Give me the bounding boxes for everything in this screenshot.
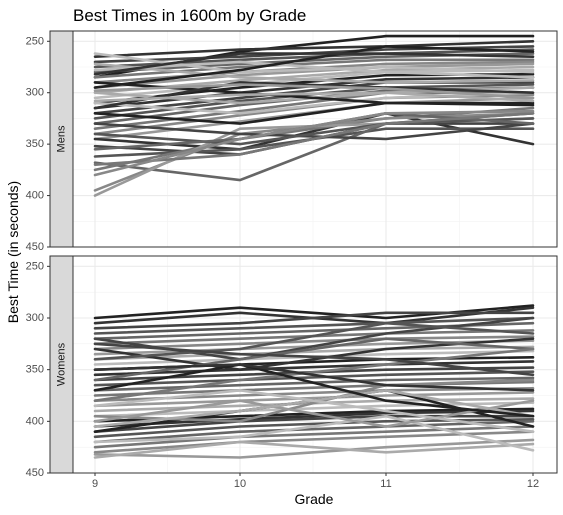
series-line — [93, 335, 535, 351]
y-tick-label: 350 — [26, 364, 44, 376]
series-line — [93, 438, 535, 459]
series-line — [93, 345, 535, 361]
series-line — [93, 62, 535, 89]
series-line — [93, 337, 535, 382]
series-line — [93, 321, 535, 361]
series-line — [93, 58, 535, 79]
series-line — [93, 425, 535, 449]
chart-title: Best Times in 1600m by Grade — [73, 6, 306, 25]
x-axis-title: Grade — [295, 491, 334, 507]
x-tick-label: 11 — [380, 478, 391, 490]
panel-womens: Womens 250 300 350 400 450 — [26, 255, 558, 479]
y-tick-label: 350 — [26, 138, 44, 150]
series-line — [93, 414, 535, 452]
series-line — [93, 91, 535, 115]
x-tick-label: 9 — [92, 478, 98, 490]
series-line — [93, 60, 535, 79]
series-line — [93, 363, 535, 418]
facet-strip-label: Mens — [56, 125, 68, 152]
series-line — [93, 388, 535, 434]
series-line — [93, 91, 535, 103]
series-line — [93, 39, 535, 59]
series-line — [93, 311, 535, 330]
chart-panels: Mens 250 300 350 400 450 Womens 250 300 350 400 450… — [26, 30, 558, 490]
x-axis: 9 10 11 12 — [92, 473, 539, 490]
y-tick-label: 300 — [26, 87, 44, 99]
facet-strip — [49, 255, 74, 474]
y-tick-label: 450 — [26, 467, 44, 479]
y-tick-label: 250 — [26, 35, 44, 47]
y-tick-label: 250 — [26, 260, 44, 272]
series-line — [93, 370, 535, 387]
y-tick-label: 450 — [26, 241, 44, 253]
series-line — [93, 117, 535, 146]
series-line — [93, 109, 535, 177]
x-tick-label: 12 — [527, 478, 539, 490]
y-tick-label: 300 — [26, 312, 44, 324]
series-line — [93, 391, 535, 408]
series-line — [93, 399, 535, 428]
series-line — [93, 122, 535, 141]
series-line — [93, 409, 535, 428]
series-line — [93, 81, 535, 110]
series-line — [93, 62, 535, 84]
series-line — [93, 363, 535, 392]
series-line — [93, 347, 535, 403]
series-line — [93, 52, 535, 76]
series-line — [93, 342, 535, 377]
series-line — [93, 83, 535, 100]
y-tick-label: 400 — [26, 415, 44, 427]
series-line — [93, 414, 535, 434]
y-axis-title: Best Time (in seconds) — [5, 181, 21, 323]
series-line — [93, 68, 535, 100]
x-tick-label: 10 — [234, 478, 246, 490]
series-line — [93, 419, 535, 444]
series-line — [93, 316, 535, 335]
series-line — [93, 360, 535, 377]
y-tick-label: 400 — [26, 190, 44, 202]
series-line — [93, 440, 535, 459]
panel-mens: Mens 250 300 350 400 450 — [26, 30, 558, 253]
facet-strip-label: Womens — [56, 342, 68, 386]
series-line — [93, 45, 535, 89]
series-line — [93, 112, 535, 166]
facet-strip — [49, 30, 74, 248]
